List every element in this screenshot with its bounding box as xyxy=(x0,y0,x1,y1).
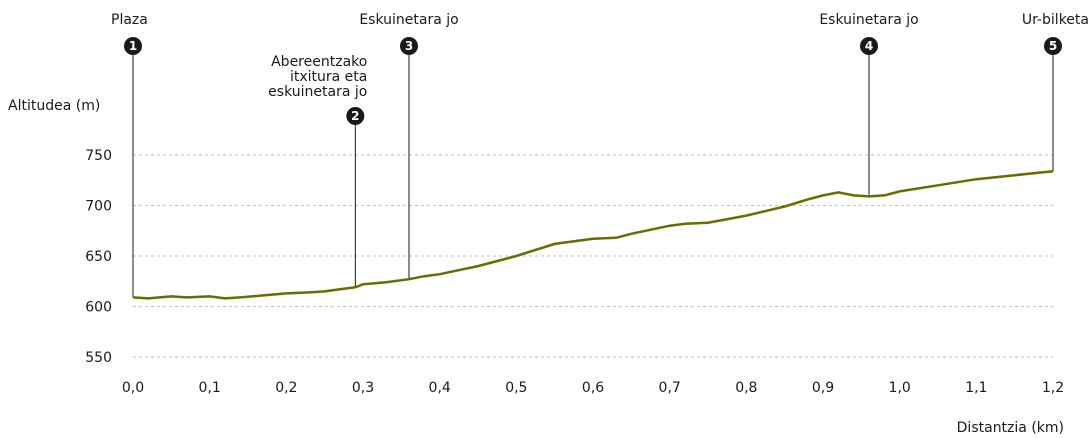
x-tick-label: 0,5 xyxy=(505,380,527,396)
x-tick-label: 0,4 xyxy=(429,380,451,396)
y-tick-label: 650 xyxy=(85,249,112,265)
waypoint-number: 1 xyxy=(129,39,137,53)
x-tick-label: 0,8 xyxy=(735,380,757,396)
waypoint-marker xyxy=(346,107,365,125)
waypoint-label: itxitura eta xyxy=(290,69,367,85)
y-tick-label: 600 xyxy=(85,300,112,316)
waypoint-number: 2 xyxy=(351,109,359,123)
waypoint-label: eskuinetara jo xyxy=(268,84,367,100)
waypoint-number: 5 xyxy=(1049,39,1057,53)
y-tick-label: 700 xyxy=(85,199,112,215)
x-tick-label: 1,2 xyxy=(1042,380,1064,396)
waypoint-label: Abereentzako xyxy=(271,54,367,70)
x-tick-label: 0,9 xyxy=(812,380,834,396)
waypoint-label: Ur-bilketa xyxy=(1022,12,1089,28)
x-tick-label: 0,1 xyxy=(199,380,221,396)
waypoint-label: Eskuinetara jo xyxy=(819,12,918,28)
waypoint-marker xyxy=(400,37,418,55)
waypoint-label: Plaza xyxy=(111,12,148,28)
x-tick-label: 0,2 xyxy=(275,380,297,396)
y-tick-label: 750 xyxy=(85,148,112,164)
x-tick-label: 0,7 xyxy=(659,380,681,396)
x-tick-label: 1,1 xyxy=(965,380,987,396)
waypoint-marker xyxy=(1044,37,1062,55)
y-axis-label: Altitudea (m) xyxy=(8,98,100,114)
waypoint-number: 4 xyxy=(865,39,873,53)
waypoint-marker xyxy=(860,37,878,55)
waypoint-number: 3 xyxy=(405,39,413,53)
x-tick-label: 0,6 xyxy=(582,380,604,396)
waypoint-marker xyxy=(124,37,142,55)
x-tick-label: 0,3 xyxy=(352,380,374,396)
y-tick-label: 550 xyxy=(85,350,112,366)
elevation-profile-line xyxy=(132,169,1054,300)
waypoint-label: Eskuinetara jo xyxy=(359,12,458,28)
x-tick-label: 1,0 xyxy=(889,380,911,396)
x-tick-label: 0,0 xyxy=(122,380,144,396)
x-axis-label: Distantzia (km) xyxy=(957,420,1064,436)
